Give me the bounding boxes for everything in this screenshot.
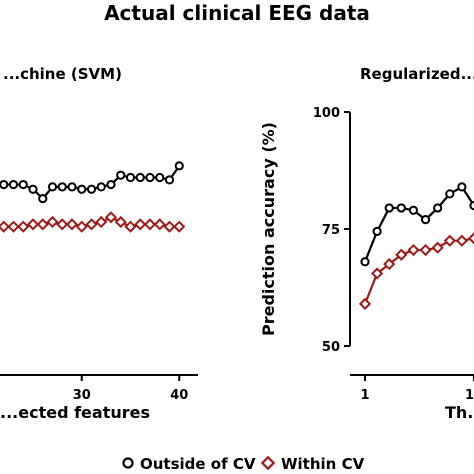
left-outside-of-cv-point	[57, 182, 67, 192]
right-outside-of-cv-point	[420, 215, 431, 225]
left-within-cv-point	[36, 218, 49, 231]
right-within-cv-point	[443, 234, 456, 247]
right-outside-of-cv-point	[384, 203, 394, 213]
right-within-cv-point	[431, 241, 444, 254]
legend: Outside of CV Within CV	[122, 455, 365, 473]
left-outside-of-cv-point	[135, 172, 145, 183]
left-x-tick-label: 40	[170, 388, 188, 403]
left-outside-of-cv-point	[116, 170, 126, 180]
figure-title: Actual clinical EEG data	[104, 1, 370, 25]
left-x-ticks: 30 40	[73, 375, 188, 403]
left-within-cv-point	[134, 218, 147, 231]
right-x-ticks: 1 10	[360, 375, 474, 403]
right-y-ticks: 50 75 100	[313, 106, 350, 355]
right-panel: Regularized... 50 75 100 1 10 Prediction ac…	[259, 65, 474, 422]
right-outside-of-cv-point	[433, 203, 443, 213]
left-series	[0, 161, 186, 233]
right-outside-of-cv-point	[396, 203, 406, 213]
right-outside-of-cv-point	[469, 201, 474, 211]
right-x-axis-label: Th...	[445, 403, 474, 422]
left-outside-of-cv-point	[174, 161, 184, 171]
right-y-axis-label: Prediction accuracy (%)	[259, 122, 278, 336]
left-outside-of-cv-point	[155, 172, 165, 183]
right-y-tick-label: 75	[322, 223, 340, 238]
right-within-cv-point	[395, 248, 408, 261]
legend-label-outside-cv: Outside of CV	[140, 455, 256, 473]
right-outside-of-cv-point	[408, 205, 419, 215]
left-outside-of-cv-point	[38, 193, 48, 204]
left-outside-of-cv-point	[106, 179, 116, 190]
left-within-cv-point	[114, 215, 127, 229]
right-outside-of-cv-line	[363, 185, 474, 263]
left-within-cv-point	[153, 218, 166, 231]
left-x-axis-label: ...ected features	[0, 403, 150, 422]
left-outside-of-cv-point	[67, 182, 77, 192]
left-outside-of-cv-point	[164, 175, 175, 185]
left-within-cv-point	[7, 220, 20, 233]
right-within-cv-point	[383, 258, 396, 271]
right-within-cv-point	[419, 243, 432, 257]
left-outside-of-cv-point	[125, 172, 136, 183]
left-outside-of-cv-point	[145, 172, 155, 183]
left-within-cv-point	[46, 215, 59, 229]
left-within-cv-point	[26, 218, 40, 231]
legend-label-within-cv: Within CV	[281, 455, 365, 473]
legend-circle-marker	[122, 457, 134, 469]
right-outside-of-cv-point	[360, 257, 370, 267]
left-within-cv-point	[0, 220, 10, 233]
left-within-cv-point	[56, 218, 69, 231]
left-outside-of-cv-point	[47, 182, 58, 192]
left-within-cv-point	[17, 220, 30, 233]
left-within-cv-point	[143, 218, 157, 231]
left-outside-of-cv-point	[77, 184, 87, 194]
right-x-tick-label: 10	[465, 388, 474, 403]
left-outside-of-cv-point	[0, 179, 9, 190]
right-within-cv-point	[455, 234, 468, 247]
left-within-cv-point	[163, 220, 176, 233]
left-outside-of-cv-point	[28, 184, 38, 194]
left-outside-of-cv-point	[8, 179, 19, 190]
right-x-tick-label: 1	[360, 388, 369, 403]
right-y-tick-label: 50	[322, 340, 340, 355]
right-within-cv-point	[407, 243, 420, 257]
right-within-cv-point	[358, 297, 372, 310]
left-within-cv-point	[65, 218, 79, 231]
right-y-tick-label: 100	[313, 106, 340, 121]
left-panel-title: ...chine (SVM)	[3, 65, 122, 83]
right-outside-of-cv-point	[457, 182, 467, 192]
left-x-tick-label: 30	[73, 388, 91, 403]
right-within-cv-point	[371, 267, 384, 280]
left-panel: ...chine (SVM) 30 40 ...ected features	[0, 65, 198, 422]
right-within-cv-line	[363, 237, 474, 305]
left-within-cv-point	[95, 215, 108, 229]
left-outside-of-cv-point	[96, 182, 106, 192]
right-panel-title: Regularized...	[360, 65, 474, 83]
right-outside-of-cv-point	[445, 189, 455, 199]
left-within-cv-point	[104, 211, 118, 224]
right-outside-of-cv-point	[372, 226, 382, 236]
left-within-cv-point	[75, 220, 88, 233]
legend-diamond-marker	[260, 455, 276, 471]
left-outside-of-cv-point	[18, 179, 28, 190]
left-outside-of-cv-point	[86, 184, 97, 194]
left-within-cv-point	[173, 220, 186, 233]
right-series	[358, 182, 474, 310]
left-within-cv-point	[124, 220, 137, 233]
right-within-cv-point	[467, 232, 474, 245]
left-within-cv-point	[85, 218, 98, 231]
